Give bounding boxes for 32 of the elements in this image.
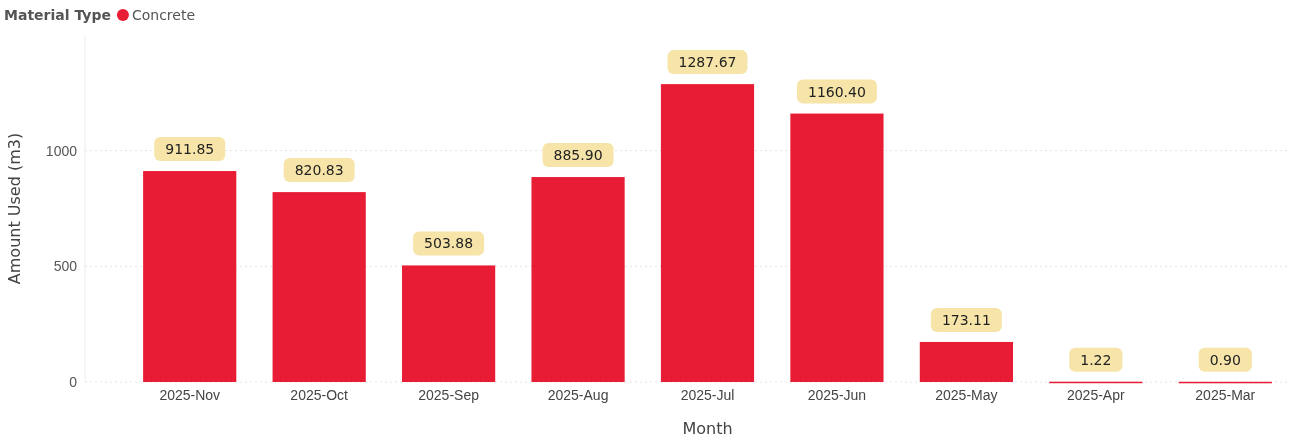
y-tick-label: 500 (53, 258, 78, 275)
bar (272, 192, 366, 382)
x-tick-label: 2025-Mar (1195, 387, 1256, 404)
data-label: 911.85 (165, 141, 215, 158)
legend-label: Concrete (131, 7, 195, 23)
data-label: 0.90 (1209, 351, 1241, 368)
bar (402, 265, 496, 382)
x-tick-label: 2025-Oct (290, 387, 349, 404)
bar (531, 177, 625, 382)
bar (790, 113, 884, 382)
data-label: 1160.40 (807, 83, 866, 100)
data-label: 820.83 (294, 162, 344, 179)
y-tick-label: 1000 (45, 142, 78, 159)
x-tick-label: 2025-Sep (418, 387, 480, 404)
data-label: 503.88 (424, 235, 474, 252)
bar (919, 341, 1013, 382)
legend-title: Material Type (4, 7, 111, 23)
data-label: 885.90 (553, 147, 603, 164)
x-axis-title: Month (682, 419, 733, 438)
y-axis-title: Amount Used (m3) (5, 132, 24, 285)
bar (660, 84, 755, 382)
x-tick-label: 2025-Aug (547, 387, 609, 404)
x-tick-label: 2025-May (935, 387, 998, 404)
y-tick-label: 0 (69, 373, 78, 390)
data-label: 1287.67 (678, 54, 737, 71)
x-tick-label: 2025-Nov (159, 387, 221, 404)
data-label: 173.11 (941, 311, 991, 328)
x-tick-label: 2025-Apr (1067, 387, 1125, 404)
data-label: 1.22 (1080, 351, 1112, 368)
x-tick-label: 2025-Jul (680, 387, 735, 404)
x-tick-label: 2025-Jun (807, 387, 867, 404)
bar (143, 171, 237, 382)
